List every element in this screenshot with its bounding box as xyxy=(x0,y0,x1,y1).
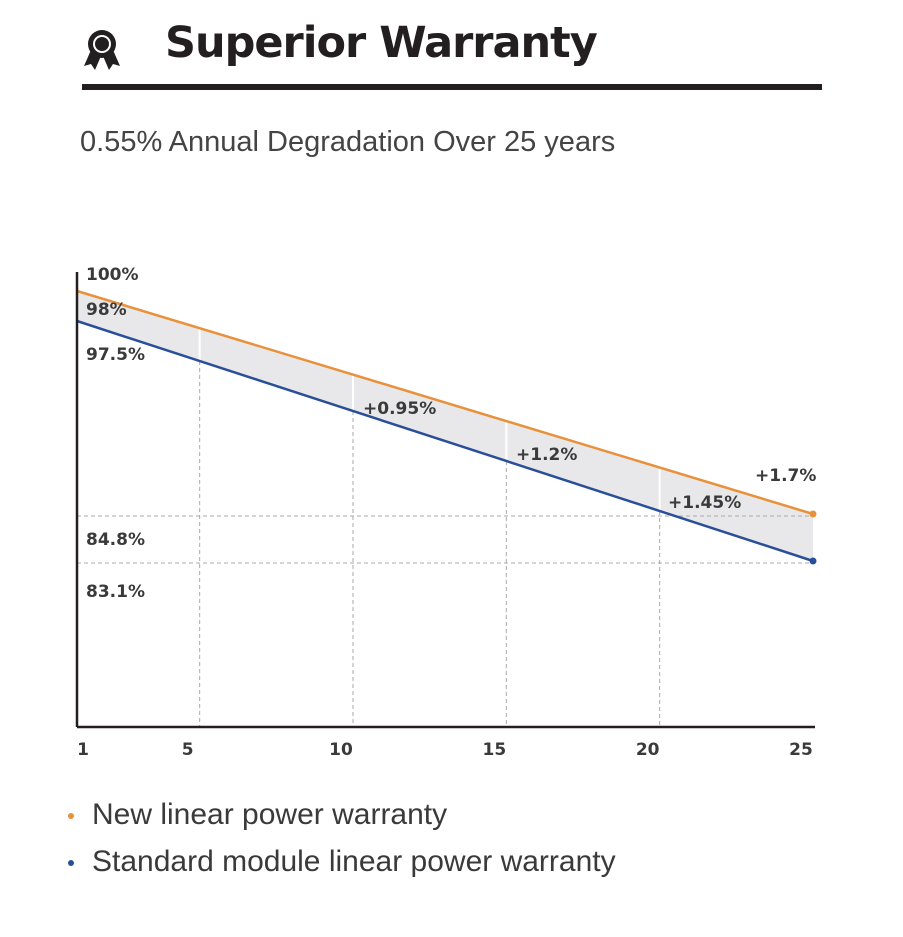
legend-dot-blue xyxy=(68,860,74,867)
series-line-1 xyxy=(76,319,814,563)
series-end-point-1 xyxy=(809,557,817,565)
x-tick-label: 25 xyxy=(789,740,813,760)
series-line-0 xyxy=(76,289,814,516)
gap-fill xyxy=(77,291,813,561)
gap-annotation: +1.7% xyxy=(755,466,816,486)
page-title: Superior Warranty xyxy=(165,18,598,68)
award-ribbon-icon xyxy=(84,30,120,70)
gap-annotation: +1.2% xyxy=(516,445,577,465)
legend-item-standard: Standard module linear power warranty xyxy=(68,845,616,879)
legend-label: New linear power warranty xyxy=(92,798,448,831)
x-tick-label: 10 xyxy=(329,740,353,760)
y-label: 97.5% xyxy=(86,345,145,365)
x-tick-label: 1 xyxy=(77,740,89,760)
y-label: 84.8% xyxy=(86,530,145,550)
legend-item-new: New linear power warranty xyxy=(68,798,447,832)
y-label: 83.1% xyxy=(86,582,145,602)
y-label: 98% xyxy=(86,300,127,320)
title-divider xyxy=(82,84,822,90)
gap-annotation: +0.95% xyxy=(363,399,436,419)
legend-dot-orange xyxy=(68,813,74,820)
series-end-point-0 xyxy=(809,510,817,518)
legend-label: Standard module linear power warranty xyxy=(92,845,616,878)
x-tick-label: 20 xyxy=(636,740,660,760)
x-tick-label: 15 xyxy=(482,740,506,760)
y-label: 100% xyxy=(86,265,139,285)
gap-annotation: +1.45% xyxy=(668,493,741,513)
x-tick-label: 5 xyxy=(182,740,194,760)
chart-subtitle: 0.55% Annual Degradation Over 25 years xyxy=(80,126,616,158)
